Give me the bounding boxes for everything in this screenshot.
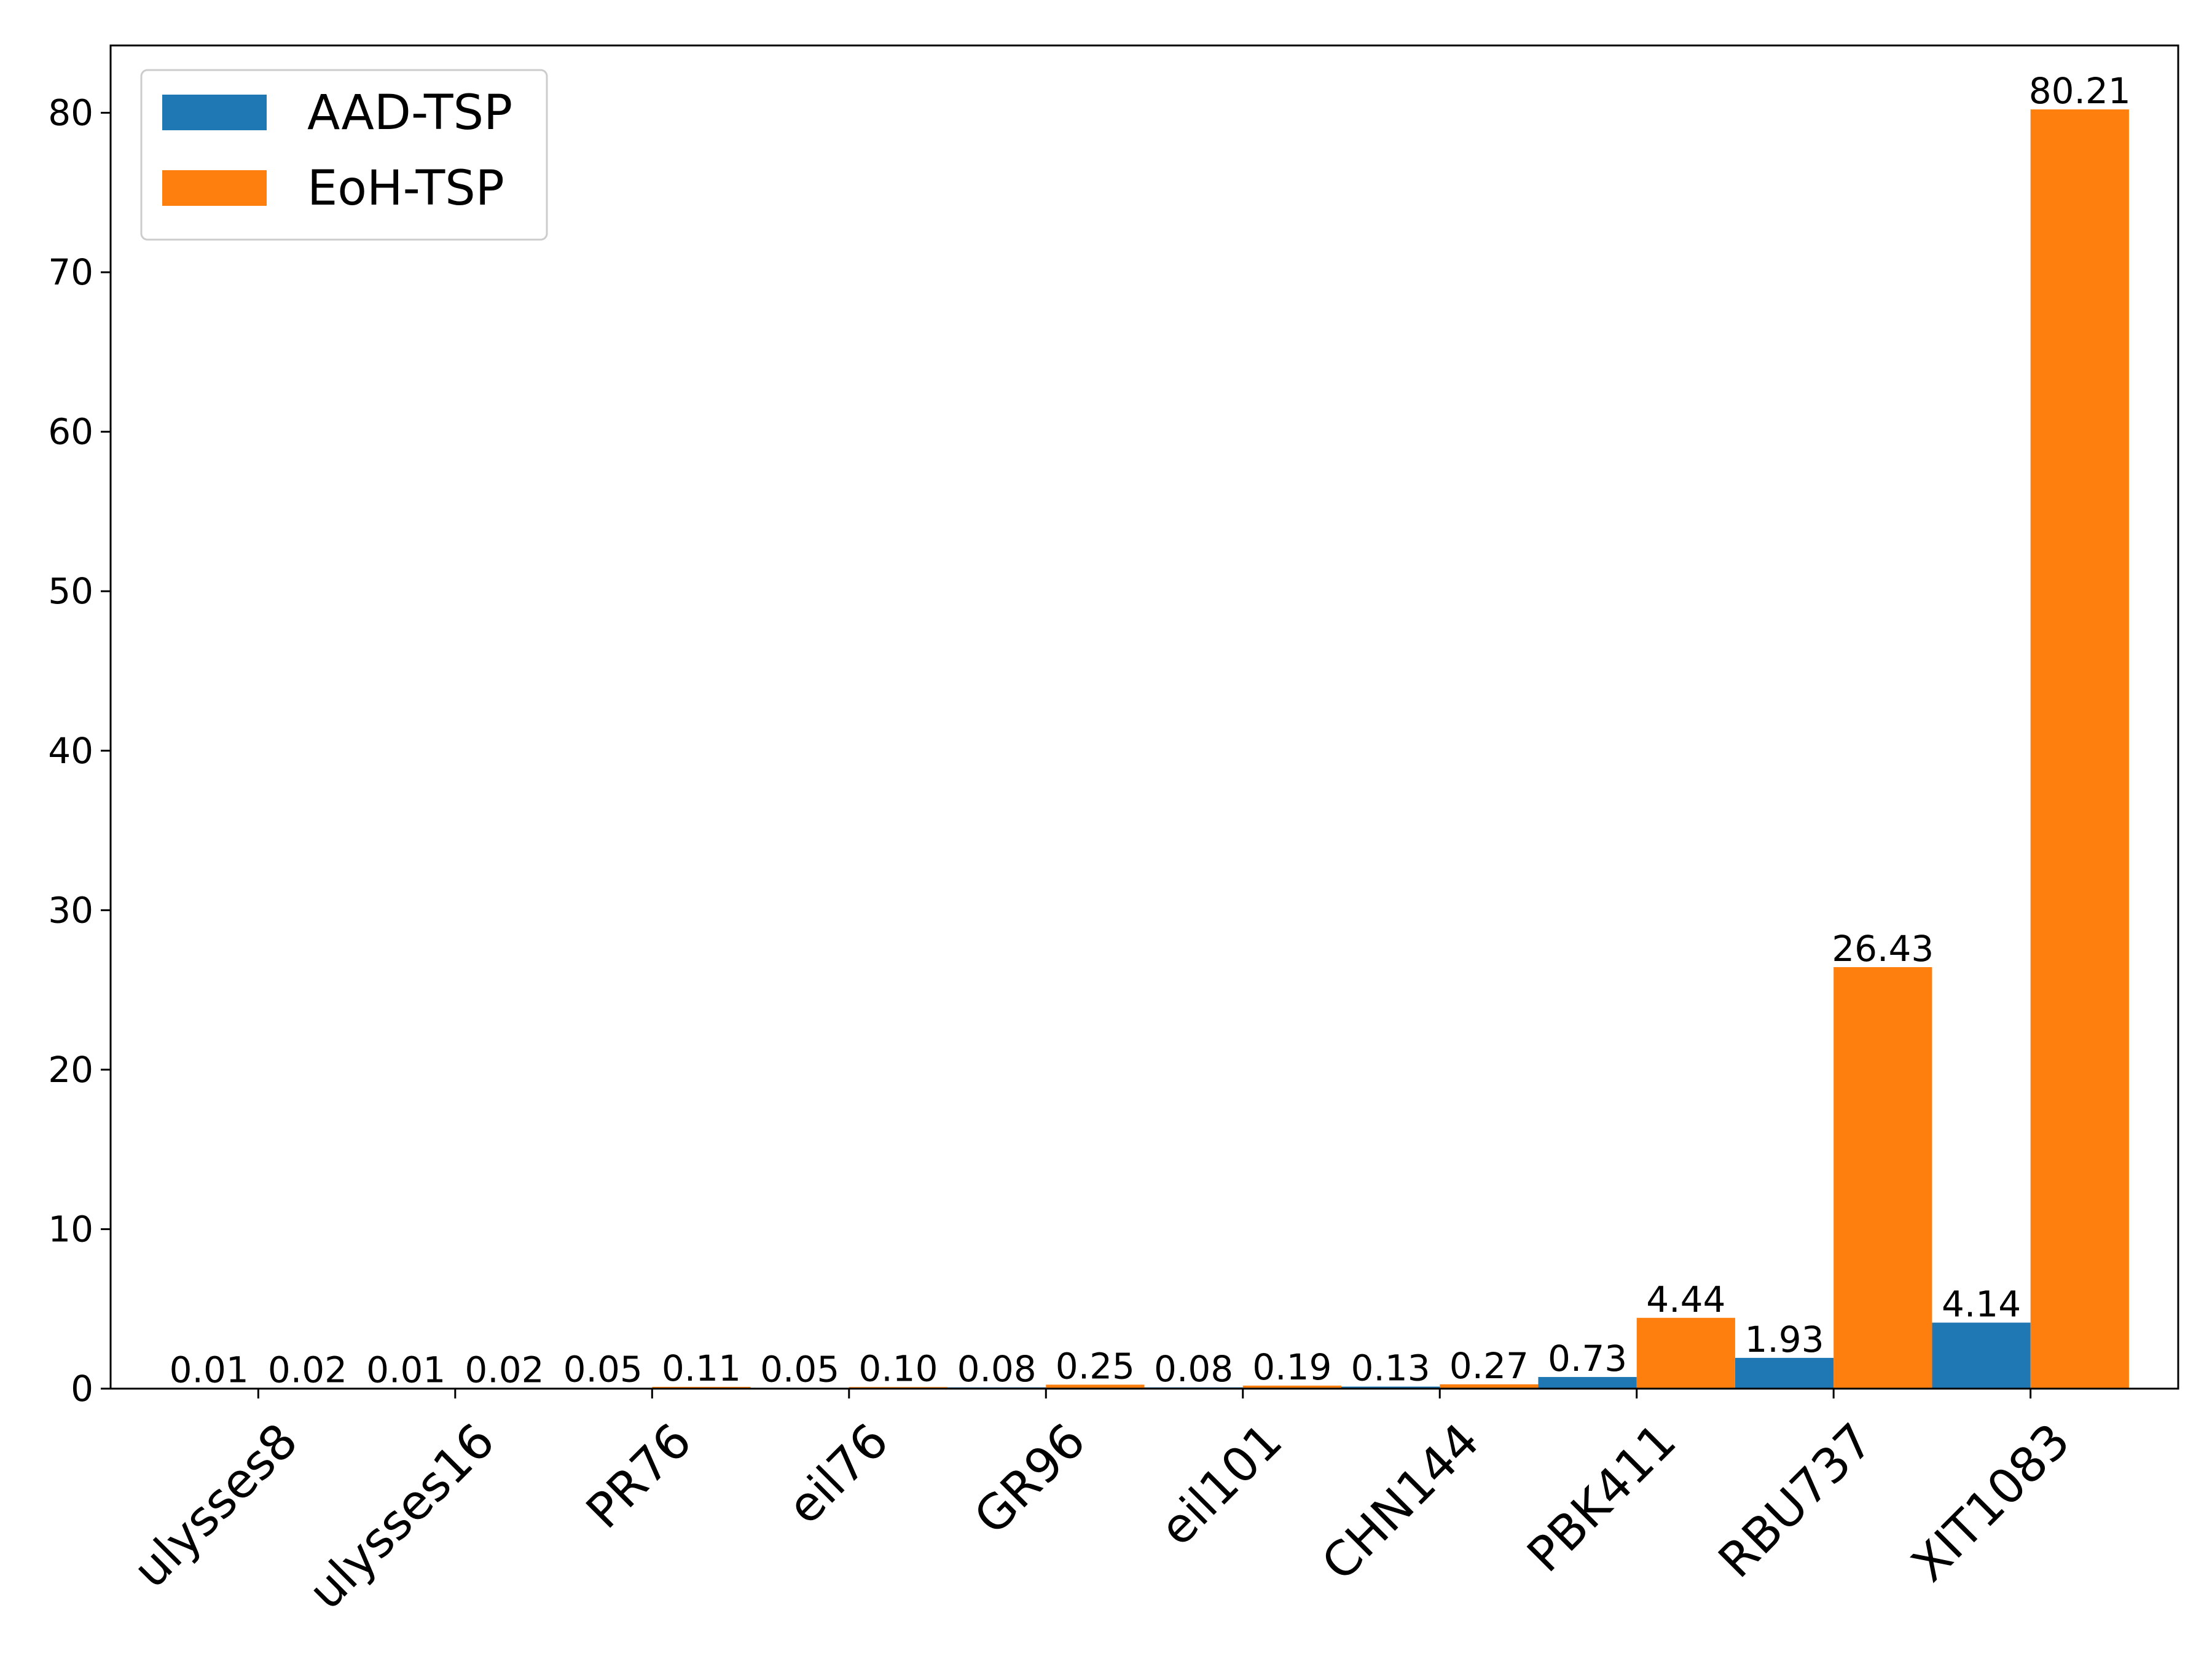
bar-value-label: 0.11 [662, 1347, 741, 1389]
bar-value-label: 0.02 [465, 1349, 544, 1390]
bar-value-label: 0.01 [366, 1349, 445, 1391]
bar-aad-tsp-chn144 [1341, 1386, 1440, 1389]
bar-value-label: 4.14 [1942, 1284, 2021, 1325]
y-tick-label: 0 [71, 1368, 93, 1410]
y-tick-label: 10 [48, 1208, 93, 1250]
bar-value-label: 0.02 [268, 1349, 347, 1390]
legend-label: EoH-TSP [307, 161, 504, 216]
bar-aad-tsp-pbk411 [1538, 1377, 1637, 1389]
y-tick-label: 20 [48, 1049, 93, 1091]
bar-value-label: 0.19 [1252, 1346, 1332, 1388]
legend-label: AAD-TSP [307, 85, 512, 141]
bar-eoh-tsp-pbk411 [1636, 1317, 1735, 1389]
bar-value-label: 0.25 [1056, 1346, 1135, 1387]
y-tick-label: 30 [48, 889, 93, 931]
bar-eoh-tsp-chn144 [1440, 1384, 1539, 1389]
bar-value-label: 80.21 [2029, 70, 2131, 112]
bar-value-label: 1.93 [1744, 1319, 1824, 1360]
bar-value-label: 0.27 [1449, 1345, 1529, 1387]
bar-value-label: 0.08 [957, 1348, 1037, 1390]
bar-value-label: 0.05 [563, 1349, 643, 1390]
legend-swatch [162, 170, 267, 206]
y-tick-label: 80 [48, 92, 93, 134]
y-tick-label: 40 [48, 730, 93, 772]
bar-eoh-tsp-xit1083 [2030, 109, 2129, 1389]
y-tick-label: 60 [48, 411, 93, 453]
bar-value-label: 0.08 [1154, 1348, 1233, 1390]
bar-value-label: 26.43 [1832, 928, 1934, 970]
bar-value-label: 4.44 [1646, 1279, 1725, 1320]
bars-group [160, 109, 2129, 1389]
bar-eoh-tsp-rbu737 [1834, 967, 1932, 1389]
bar-eoh-tsp-eil101 [1242, 1386, 1341, 1389]
bar-value-label: 0.01 [170, 1349, 249, 1391]
bar-value-label: 0.10 [858, 1347, 938, 1389]
bar-value-label: 0.05 [760, 1349, 839, 1390]
legend-swatch [162, 95, 267, 130]
bar-labels-group: 0.01 0.01 0.05 0.05 0.08 0.08 0.13 0.73 1.93 4.14… [170, 70, 2131, 1391]
y-tick-label: 70 [48, 251, 93, 293]
bar-aad-tsp-xit1083 [1932, 1322, 2031, 1389]
bar-value-label: 0.73 [1548, 1338, 1627, 1379]
bar-value-label: 0.13 [1351, 1347, 1430, 1389]
y-tick-label: 50 [48, 570, 93, 612]
bar-aad-tsp-rbu737 [1735, 1357, 1834, 1389]
legend: AAD-TSP EoH-TSP [140, 69, 548, 241]
y-axis: 0 10 20 30 40 50 60 70 80 [48, 92, 111, 1410]
bar-eoh-tsp-gr96 [1046, 1384, 1145, 1389]
plot-frame [109, 44, 2179, 1390]
